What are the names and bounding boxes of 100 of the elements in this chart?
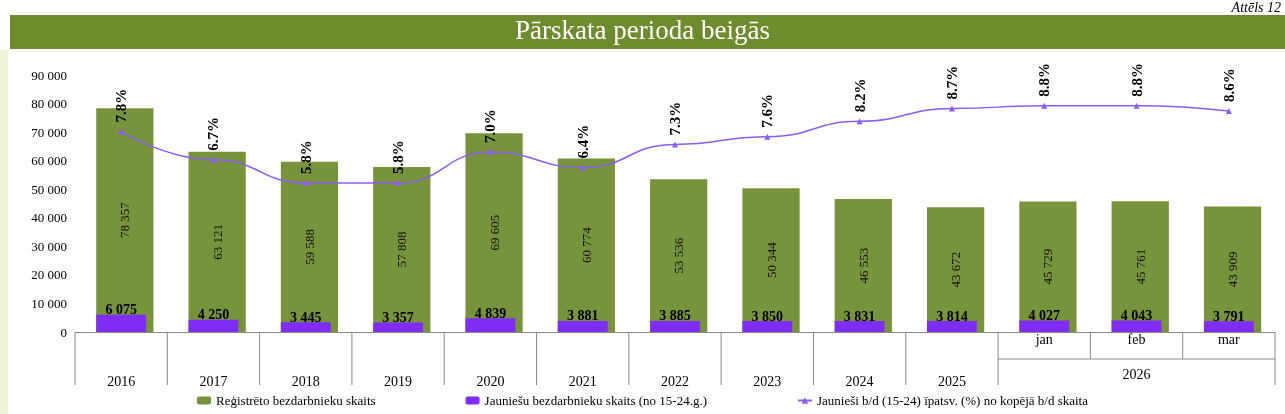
data-label: 3 850 <box>751 308 784 324</box>
x-tick-label: 2017 <box>199 373 228 389</box>
bar <box>650 179 708 332</box>
data-label: 8.7% <box>943 65 960 100</box>
data-label: 3 357 <box>382 309 414 325</box>
legend-label: Jauniešu bezdarbnieku skaits (no 15-24.g.) <box>484 393 707 408</box>
data-label: 3 885 <box>659 308 691 324</box>
bar <box>280 322 331 332</box>
data-label: 8.8% <box>1036 63 1053 97</box>
point <box>1225 107 1232 114</box>
bar <box>188 151 246 332</box>
bar <box>373 322 423 332</box>
data-label: 6.4% <box>574 124 591 159</box>
data-label: 57 808 <box>394 231 410 268</box>
point <box>210 156 217 163</box>
data-label: 59 588 <box>301 229 317 265</box>
point <box>395 179 402 186</box>
point <box>764 133 771 140</box>
x-tick-label: 2020 <box>476 373 505 389</box>
data-label: 7.6% <box>759 93 776 128</box>
y-tick-label: 80 000 <box>31 96 67 112</box>
data-label: 6 075 <box>105 302 137 318</box>
bar <box>1111 320 1162 332</box>
bar <box>650 320 700 332</box>
data-label: 8.8% <box>1128 63 1145 97</box>
point <box>1133 102 1140 109</box>
data-label: 43 909 <box>1225 251 1241 288</box>
x-tick-label: mar <box>1217 331 1241 347</box>
bar <box>742 321 793 332</box>
data-label: 7.0% <box>482 109 499 144</box>
y-tick-label: 30 000 <box>31 238 67 254</box>
data-label: 3 791 <box>1213 308 1245 324</box>
point <box>302 179 309 186</box>
data-label: 69 605 <box>486 214 502 251</box>
data-label: 3 814 <box>936 308 968 324</box>
y-tick-label: 0 <box>60 324 67 340</box>
data-label: 8.2% <box>851 78 868 113</box>
data-label: 4 027 <box>1028 308 1060 323</box>
x-tick-label: 2016 <box>107 373 136 389</box>
data-label: 46 553 <box>855 247 871 284</box>
y-tick-label: 50 000 <box>31 181 67 197</box>
data-label: 5.8% <box>297 140 314 174</box>
bar <box>927 207 985 332</box>
data-label: 45 729 <box>1040 248 1056 285</box>
chart-title: Pārskata perioda beigās <box>515 14 770 45</box>
data-label: 8.6% <box>1220 68 1237 102</box>
bar <box>465 318 516 332</box>
y-tick-label: 20 000 <box>31 267 67 283</box>
bar <box>1203 321 1254 332</box>
bar <box>1203 206 1262 332</box>
y-tick-label: 60 000 <box>31 153 67 169</box>
x-tick-label: 2022 <box>661 373 689 389</box>
data-label: 45 761 <box>1132 248 1148 285</box>
data-label: 6.7% <box>205 117 222 151</box>
x-tick-label: 2024 <box>845 373 874 389</box>
x-tick-label: 2025 <box>937 373 966 389</box>
legend-label: Reģistrēto bezdarbnieku skaits <box>216 393 376 408</box>
bar <box>834 321 885 332</box>
bar <box>927 321 977 332</box>
text: 2026 <box>1122 366 1151 382</box>
data-label: 4 250 <box>197 307 230 323</box>
text: Attēls 12 <box>1230 0 1282 15</box>
y-tick-label: 90 000 <box>31 67 67 83</box>
data-label: 60 774 <box>578 226 594 264</box>
x-tick-label: 2019 <box>384 373 413 389</box>
y-tick-label: 40 000 <box>31 210 67 226</box>
data-label: 5.8% <box>390 140 407 174</box>
x-tick-label: 2018 <box>291 373 320 389</box>
data-label: 78 357 <box>117 201 133 238</box>
data-label: 3 445 <box>290 309 322 325</box>
bar <box>188 319 239 332</box>
data-label: 7.3% <box>667 101 683 136</box>
data-label: 3 831 <box>843 308 876 324</box>
data-label: 7.8% <box>113 88 130 123</box>
bar <box>557 158 615 332</box>
x-tick-label: 2023 <box>753 373 782 389</box>
point <box>487 149 494 156</box>
bar <box>1111 201 1169 332</box>
point <box>118 128 125 135</box>
bar <box>1019 320 1070 332</box>
data-label: 53 536 <box>671 237 687 274</box>
x-tick-label: feb <box>1127 331 1146 347</box>
data-label: 4 839 <box>474 305 507 321</box>
bar <box>834 199 892 332</box>
x-tick-label: jan <box>1034 331 1053 347</box>
data-label: 63 121 <box>209 224 225 260</box>
bar <box>1019 201 1077 332</box>
y-tick-label: 10 000 <box>31 295 67 311</box>
bar <box>96 314 147 332</box>
point <box>672 141 678 148</box>
x-tick-label: 2021 <box>568 373 597 389</box>
bar <box>557 320 608 332</box>
data-label: 50 344 <box>763 241 779 278</box>
point <box>856 118 863 125</box>
bar <box>742 188 800 332</box>
data-label: 43 672 <box>948 251 964 288</box>
legend-label: Jaunieši b/d (15-24) īpatsv. (%) no kopējā b/d skaita <box>816 393 1089 408</box>
y-tick-label: 70 000 <box>31 124 67 140</box>
data-label: 3 881 <box>566 308 599 324</box>
point <box>579 164 586 171</box>
